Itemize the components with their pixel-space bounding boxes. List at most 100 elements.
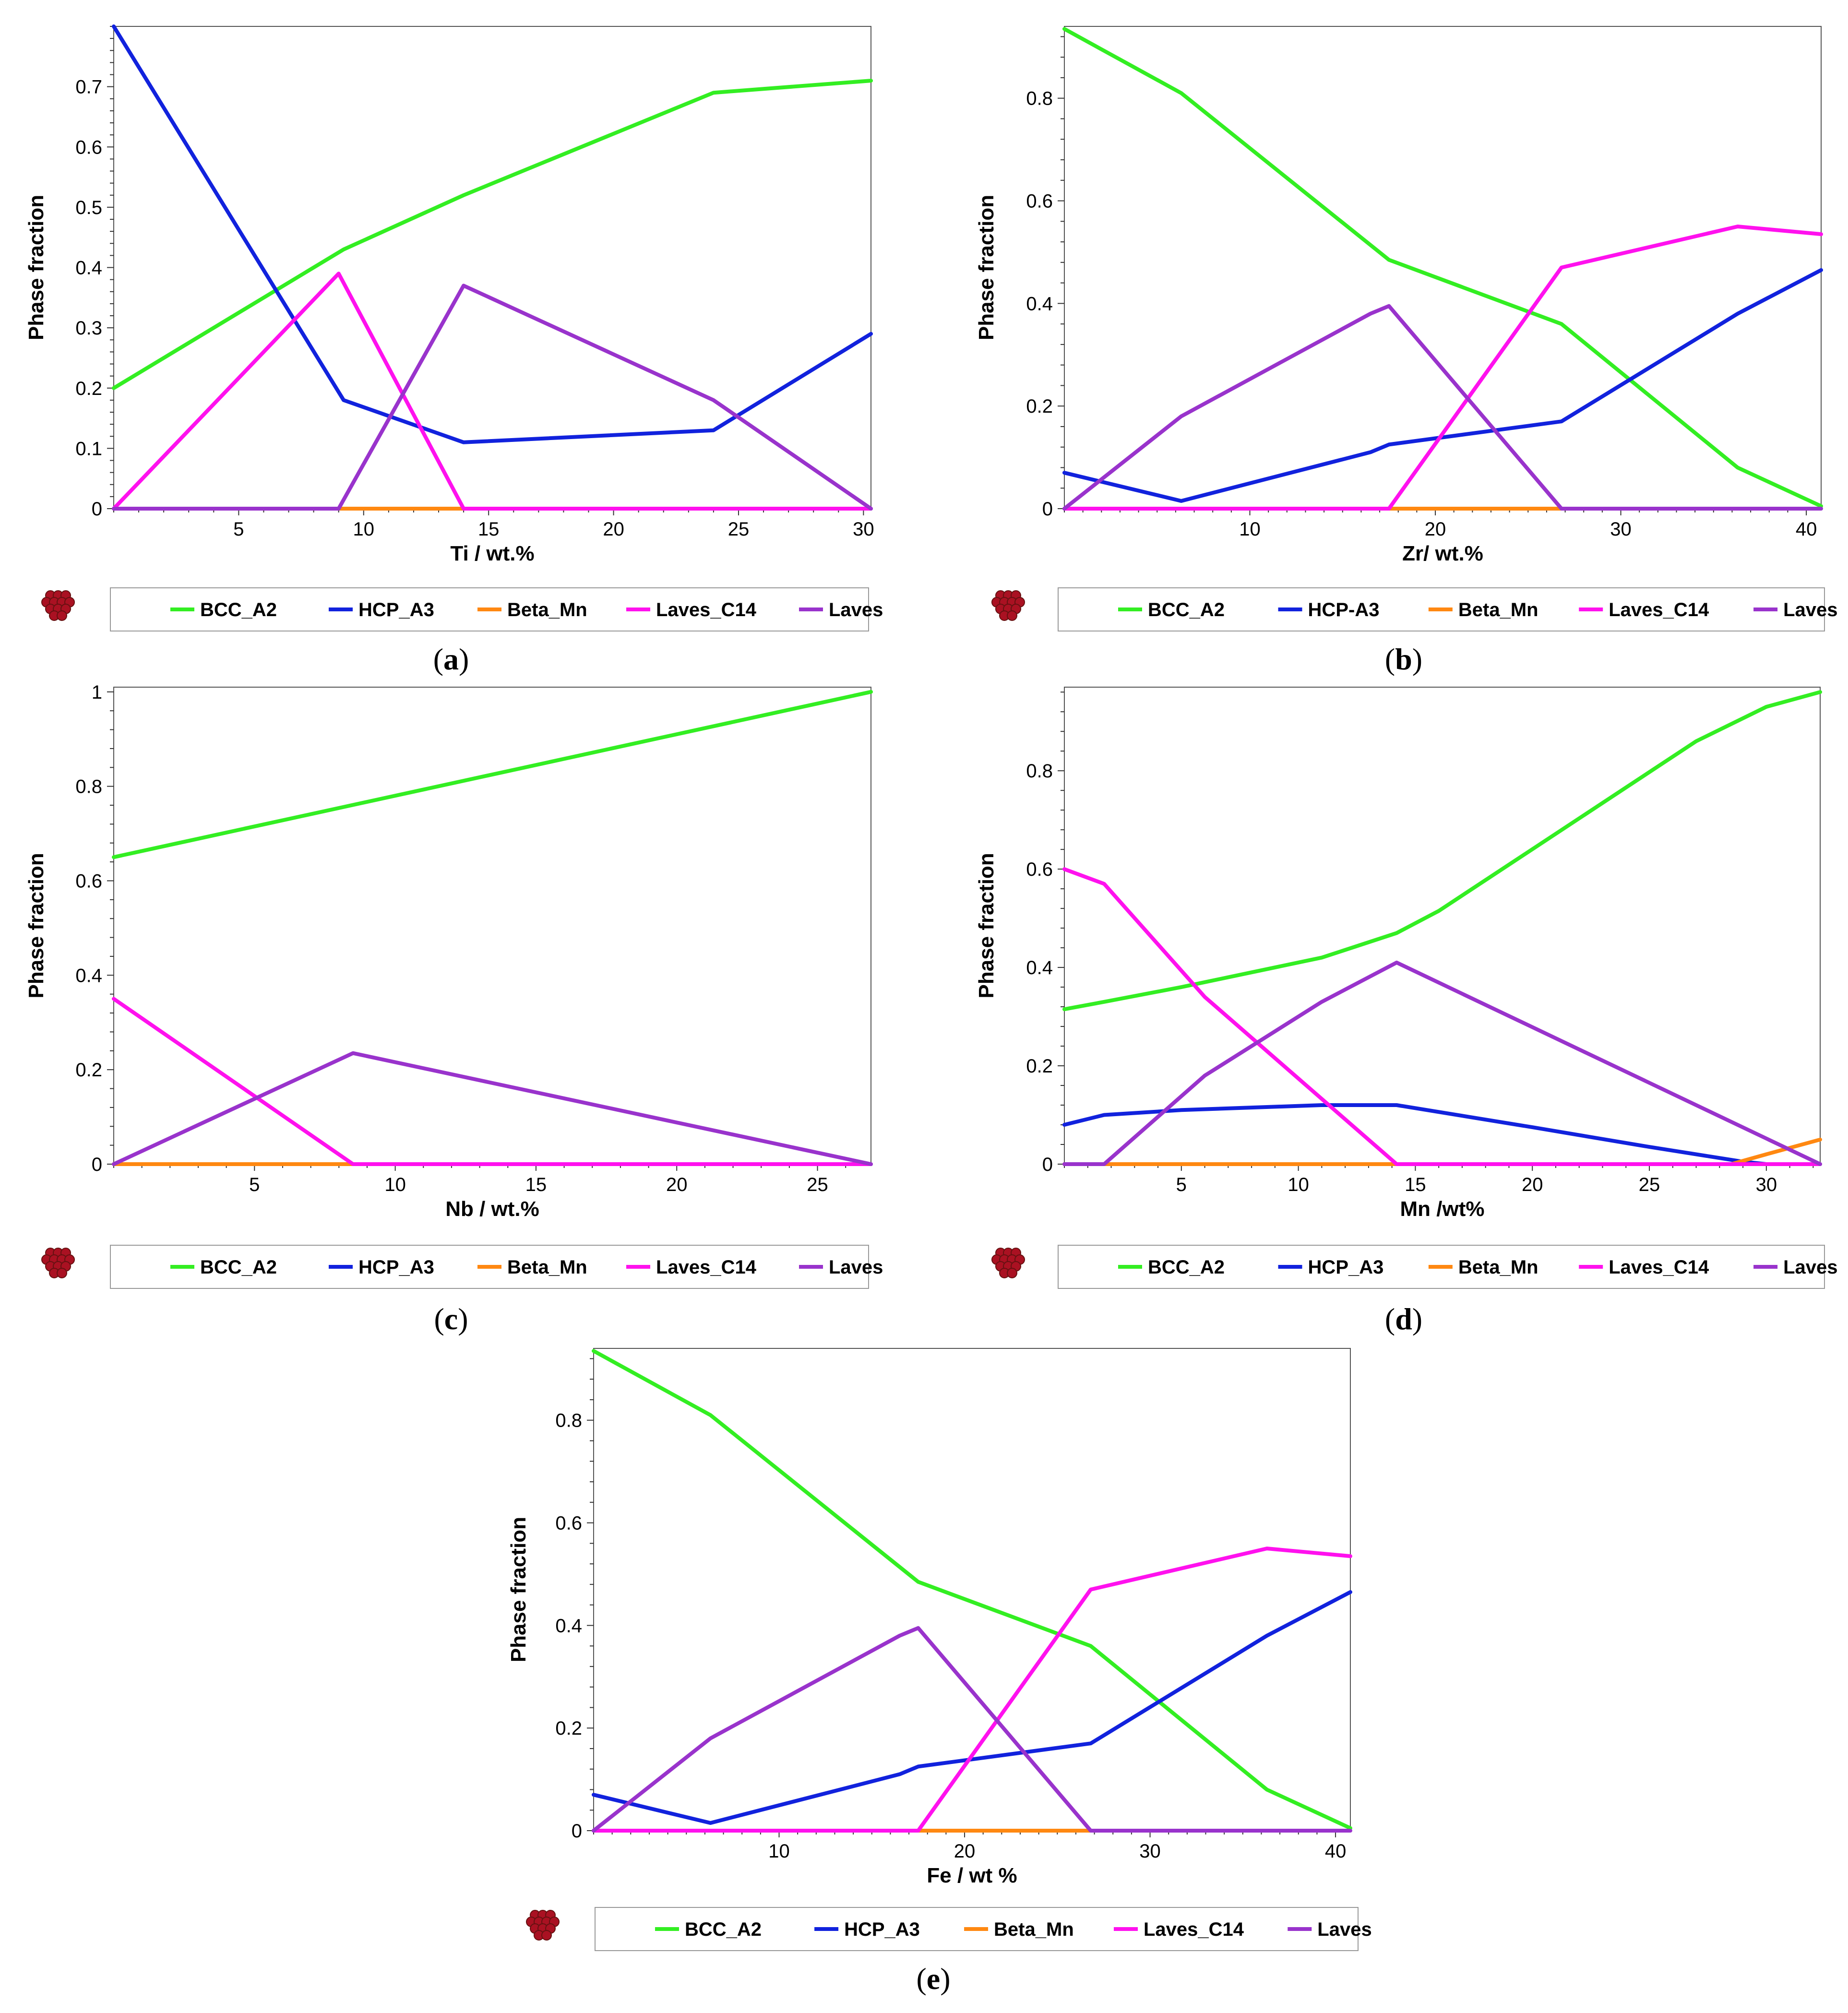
x-axis-label: Nb / wt.% [445, 1197, 539, 1221]
y-tick-label: 0.2 [75, 378, 102, 399]
legend-label: HCP-A3 [1308, 599, 1380, 620]
x-tick-label: 15 [1405, 1174, 1426, 1195]
chart-panel-b: 10 20 30 40 0 0.2 0.4 0.6 0.8 Zr/ wt.% Phase fract… [975, 26, 1838, 676]
y-tick-label: 0.4 [75, 258, 102, 279]
caption-paren-open: ( [433, 642, 443, 676]
legend-label: Laves_C14 [656, 599, 757, 620]
legend-label: Beta_Mn [994, 1919, 1074, 1940]
series-group [1062, 27, 1823, 511]
x-tick-label: 15 [525, 1174, 547, 1195]
caption-letter: e [927, 1962, 940, 1996]
x-tick-label: 30 [1610, 519, 1632, 540]
legend-label: Laves_C14 [1609, 1257, 1709, 1278]
caption-letter: c [444, 1302, 458, 1336]
legend-label: Beta_Mn [507, 1257, 587, 1278]
y-axis-label: Phase fraction [24, 853, 48, 998]
x-axis-label: Ti / wt.% [450, 542, 534, 565]
panel-caption: (a) [433, 642, 469, 676]
legend-label: BCC_A2 [1148, 599, 1225, 620]
y-tick-label: 0.4 [75, 965, 102, 986]
x-tick-label: 5 [1176, 1174, 1187, 1195]
series-line-bcc_a2 [112, 79, 873, 390]
chart-panel-c: 5 10 15 20 25 0 0.2 0.4 0.6 0.8 1 Nb / wt.% Phase fr… [24, 682, 883, 1336]
x-tick-label: 10 [768, 1841, 790, 1862]
x-tick-label: 25 [807, 1174, 828, 1195]
legend-label: Laves_C14 [1609, 599, 1709, 620]
x-tick-label: 10 [1239, 519, 1261, 540]
chart-panel-d: 5 10 15 20 25 30 0 0.2 0.4 0.6 0.8 Mn /wt% Phase fra… [975, 687, 1838, 1336]
legend-label: Laves [1317, 1919, 1371, 1940]
caption-paren-close: ) [1412, 642, 1422, 676]
legend: BCC_A2 HCP_A3 Beta_Mn Laves_C14 Laves [110, 1245, 883, 1289]
series-line-laves_c14 [592, 1547, 1352, 1833]
atom-ball [1007, 1268, 1017, 1278]
caption-paren-open: ( [434, 1302, 444, 1336]
x-axis-label: Zr/ wt.% [1402, 542, 1483, 565]
legend-label: HCP_A3 [1308, 1257, 1384, 1278]
x-tick-label: 20 [603, 519, 624, 540]
y-tick-label: 0.2 [1026, 396, 1053, 417]
y-tick-label: 0.7 [75, 77, 102, 98]
series-line-hcp [112, 24, 873, 444]
y-tick-label: 0.4 [1026, 293, 1053, 314]
legend: BCC_A2 HCP_A3 Beta_Mn Laves_C14 Laves [595, 1907, 1372, 1951]
x-tick-label: 25 [728, 519, 750, 540]
series-line-bcc_a2 [1062, 690, 1822, 1012]
x-tick-label: 30 [1756, 1174, 1777, 1195]
legend-label: Laves [1783, 599, 1837, 620]
series-line-laves [112, 1051, 873, 1166]
x-tick-label: 5 [249, 1174, 260, 1195]
y-tick-label: 1 [92, 682, 102, 703]
y-tick-label: 0.3 [75, 318, 102, 339]
legend: BCC_A2 HCP-A3 Beta_Mn Laves_C14 Laves [1058, 587, 1838, 631]
series-line-bcc_a2 [592, 1349, 1352, 1830]
y-tick-label: 0.4 [1026, 957, 1053, 978]
legend-label: HCP_A3 [844, 1919, 920, 1940]
panel-caption: (d) [1385, 1302, 1422, 1336]
series-line-laves [112, 284, 873, 511]
legend-label: Laves [829, 599, 883, 620]
y-tick-label: 0.6 [75, 137, 102, 158]
caption-paren-close: ) [940, 1962, 950, 1996]
atom-cluster-icon [41, 590, 75, 621]
x-tick-label: 20 [954, 1841, 976, 1862]
legend: BCC_A2 HCP_A3 Beta_Mn Laves_C14 Laves [110, 587, 883, 631]
x-tick-label: 20 [1522, 1174, 1543, 1195]
caption-paren-open: ( [1385, 1302, 1395, 1336]
legend-label: Beta_Mn [1458, 1257, 1538, 1278]
series-line-laves_c14 [1062, 225, 1823, 511]
series-line-hcp [592, 1590, 1352, 1825]
legend-label: Beta_Mn [507, 599, 587, 620]
y-tick-label: 0.8 [555, 1410, 582, 1431]
legend-label: BCC_A2 [200, 1257, 277, 1278]
y-axis-label: Phase fraction [975, 195, 998, 340]
x-axis-label: Mn /wt% [1400, 1197, 1485, 1221]
y-tick-label: 0.8 [75, 776, 102, 798]
caption-letter: a [443, 642, 459, 676]
y-tick-label: 0.2 [75, 1060, 102, 1081]
panel-caption: (e) [916, 1962, 950, 1996]
legend-label: HCP_A3 [358, 1257, 434, 1278]
y-tick-label: 0 [92, 499, 102, 520]
series-line-bcc_a2 [1062, 27, 1823, 508]
y-tick-label: 0.8 [1026, 761, 1053, 782]
atom-ball [541, 1930, 552, 1941]
caption-paren-close: ) [458, 1302, 468, 1336]
y-tick-label: 0 [1042, 499, 1053, 520]
x-tick-label: 5 [233, 519, 244, 540]
y-tick-label: 0.2 [555, 1718, 582, 1739]
legend-label: Laves_C14 [656, 1257, 757, 1278]
atom-ball [57, 610, 67, 621]
caption-paren-open: ( [1385, 642, 1395, 676]
series-line-laves_c14 [1062, 867, 1822, 1166]
plot-frame [113, 26, 871, 509]
x-tick-label: 30 [853, 519, 874, 540]
caption-letter: d [1395, 1302, 1412, 1336]
series-line-hcp [1062, 268, 1823, 503]
y-axis-label: Phase fraction [975, 853, 998, 998]
y-tick-label: 0.2 [1026, 1056, 1053, 1077]
caption-paren-open: ( [916, 1962, 926, 1996]
series-line-laves_c14 [112, 997, 873, 1166]
atom-cluster-icon [526, 1910, 560, 1941]
plot-frame [113, 687, 871, 1165]
